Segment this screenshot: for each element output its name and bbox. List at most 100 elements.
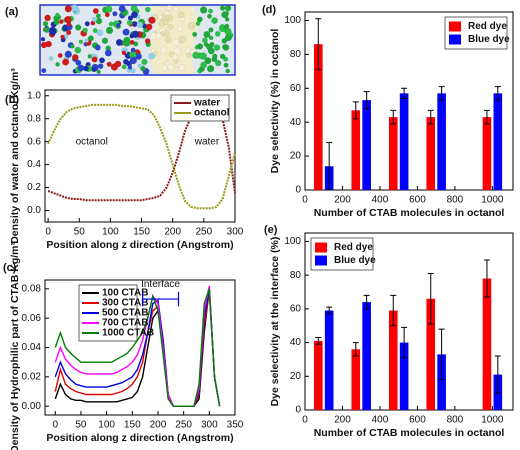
molecule bbox=[75, 24, 82, 31]
molecule bbox=[53, 19, 60, 26]
x-tick-label: 300 bbox=[201, 420, 218, 431]
molecule bbox=[70, 44, 75, 49]
bar bbox=[437, 93, 446, 190]
x-tick-label: 50 bbox=[75, 420, 87, 431]
x-tick-label: 200 bbox=[334, 415, 351, 426]
annotation: water bbox=[194, 136, 220, 147]
legend-label: Blue dye bbox=[468, 34, 510, 45]
bar bbox=[437, 354, 446, 410]
y-tick-label: 0.8 bbox=[27, 113, 41, 124]
y-axis-label: Dye selectivity at the interface (%) bbox=[269, 237, 281, 407]
molecule bbox=[108, 21, 114, 27]
y-tick-label: 0.06 bbox=[22, 313, 42, 324]
molecule bbox=[60, 34, 65, 40]
legend-box bbox=[170, 94, 230, 122]
molecule bbox=[131, 11, 138, 19]
legend-swatch bbox=[449, 21, 461, 32]
molecule bbox=[58, 19, 64, 24]
y-tick-label: 80 bbox=[290, 49, 302, 60]
molecule bbox=[99, 57, 105, 64]
molecule bbox=[77, 64, 85, 72]
molecule bbox=[189, 6, 196, 13]
y-tick-label: 0.2 bbox=[27, 182, 41, 193]
x-tick-label: 50 bbox=[74, 227, 86, 238]
legend-label: octanol bbox=[194, 108, 230, 119]
molecule bbox=[173, 6, 179, 12]
molecule bbox=[219, 26, 226, 33]
molecule bbox=[172, 38, 180, 46]
x-tick-label: 150 bbox=[124, 420, 141, 431]
x-tick-label: 600 bbox=[409, 415, 426, 426]
molecule bbox=[130, 5, 138, 13]
molecule bbox=[64, 5, 72, 13]
error-bar bbox=[352, 342, 359, 357]
bar bbox=[399, 93, 409, 190]
legend-label: water bbox=[193, 98, 220, 109]
molecule bbox=[190, 14, 195, 19]
y-tick-label: 100 bbox=[284, 15, 301, 26]
x-tick-label: 0 bbox=[52, 420, 58, 431]
molecule bbox=[192, 31, 198, 37]
molecule bbox=[40, 37, 46, 42]
error-bar bbox=[363, 294, 370, 310]
molecule bbox=[224, 5, 232, 12]
molecule bbox=[84, 38, 89, 43]
molecule bbox=[101, 37, 109, 44]
x-tick-label: 600 bbox=[409, 195, 426, 206]
molecule bbox=[75, 59, 82, 66]
panel-label: (c) bbox=[3, 262, 17, 274]
molecule bbox=[219, 53, 226, 60]
molecule bbox=[62, 58, 70, 66]
molecule bbox=[82, 27, 88, 34]
x-axis-label: Position along z direction (Angstrom) bbox=[46, 239, 233, 251]
molecule bbox=[136, 21, 144, 29]
molecule bbox=[167, 64, 175, 71]
bar bbox=[324, 310, 334, 410]
y-tick-label: 0.08 bbox=[22, 283, 42, 294]
legend-label: Red dye bbox=[468, 21, 507, 32]
molecule bbox=[70, 4, 79, 12]
plot-frame bbox=[304, 232, 514, 411]
molecule bbox=[161, 64, 168, 72]
molecule bbox=[208, 8, 213, 14]
error-bar bbox=[326, 142, 333, 191]
x-axis-label: Number of CTAB molecules in octanol bbox=[314, 207, 505, 219]
molecule bbox=[211, 17, 218, 24]
error-bar bbox=[483, 259, 490, 298]
y-tick-label: 80 bbox=[290, 270, 302, 281]
y-tick-label: 40 bbox=[290, 337, 302, 348]
molecule bbox=[64, 50, 72, 58]
error-bar bbox=[390, 294, 397, 327]
molecule bbox=[92, 28, 98, 34]
molecule bbox=[177, 25, 183, 32]
bar bbox=[351, 110, 361, 190]
molecule bbox=[199, 6, 208, 14]
error-bar bbox=[438, 86, 445, 101]
legend-label: 500 CTAB bbox=[102, 308, 149, 319]
legend-label: Red dye bbox=[334, 242, 373, 253]
molecule bbox=[208, 35, 214, 41]
molecule bbox=[162, 19, 169, 26]
molecule bbox=[92, 8, 99, 14]
error-bar bbox=[483, 109, 490, 125]
y-tick-label: 0.0 bbox=[27, 205, 41, 216]
molecule bbox=[121, 50, 127, 56]
molecule bbox=[130, 68, 136, 74]
x-tick-label: 100 bbox=[102, 227, 119, 238]
molecule bbox=[64, 15, 72, 24]
legend-label: 300 CTAB bbox=[102, 298, 149, 309]
molecule bbox=[137, 63, 143, 69]
molecule bbox=[215, 59, 222, 67]
molecule bbox=[129, 39, 135, 45]
molecule bbox=[44, 14, 51, 22]
x-tick-label: 800 bbox=[447, 195, 464, 206]
legend-label: Blue dye bbox=[334, 255, 376, 266]
x-tick-label: 150 bbox=[133, 227, 150, 238]
legend-label: 100 CTAB bbox=[102, 288, 149, 299]
y-tick-label: 60 bbox=[290, 303, 302, 314]
molecule bbox=[78, 39, 83, 44]
molecule bbox=[106, 61, 112, 67]
plot-frame bbox=[304, 11, 514, 191]
error-bar bbox=[427, 109, 434, 125]
x-tick-label: 1000 bbox=[481, 195, 504, 206]
